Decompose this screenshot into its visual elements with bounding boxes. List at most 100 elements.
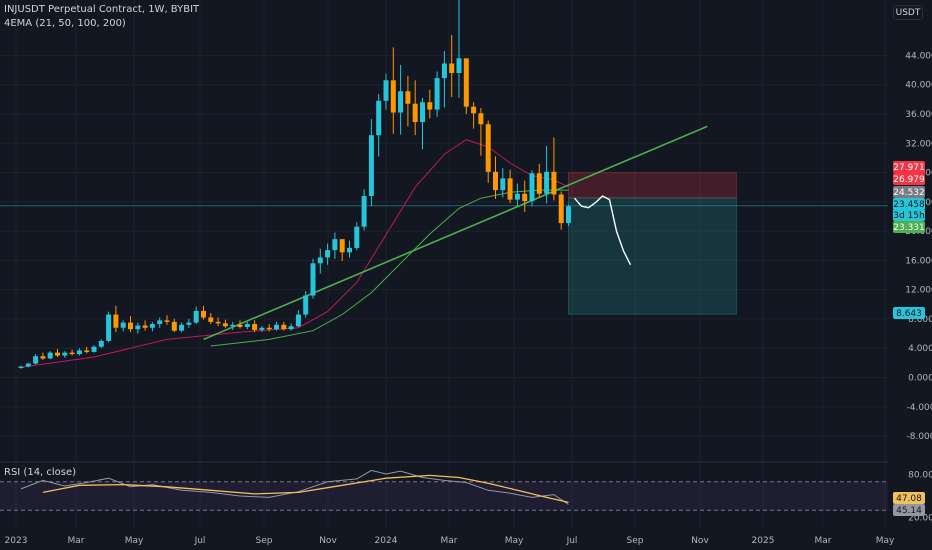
price-tick-label: 36.000 (905, 110, 932, 120)
price-tick-label: 0.000 (908, 374, 932, 384)
candle (551, 137, 557, 201)
price-tick-label: 32.000 (905, 139, 932, 149)
candle-body (33, 356, 39, 364)
grid (0, 0, 888, 528)
candle (142, 320, 148, 331)
candle (478, 108, 484, 156)
candle (471, 102, 477, 129)
candle-body (98, 340, 104, 347)
rsi-tick-label: 20.00 (908, 513, 932, 523)
price-tick-label: -8.000 (906, 432, 932, 442)
candle (420, 97, 425, 150)
projection-path[interactable] (573, 195, 632, 266)
candle (500, 168, 506, 198)
short-position-tool[interactable] (0, 172, 888, 315)
candle-body (317, 257, 323, 264)
candle (244, 321, 250, 330)
candle-body (536, 173, 542, 194)
candle-body (25, 363, 31, 367)
stop-loss-zone (568, 172, 737, 199)
price-badge: 27.971 (893, 161, 925, 173)
candle-body (157, 320, 163, 325)
rsi-tick-label: 80.00 (908, 471, 932, 481)
candle (332, 232, 338, 259)
candle (76, 348, 82, 356)
currency-button[interactable]: USDT (893, 5, 923, 20)
price-tick-label: 44.000 (905, 51, 932, 61)
time-axis[interactable]: 2023 Mar May Jul Sep Nov 2024 Mar May Jul Sep Nov 20… (5, 536, 895, 546)
candle-body (376, 100, 382, 136)
rsi-badge-text: 45.14 (896, 506, 922, 516)
candle-body (149, 324, 155, 328)
candle-body (390, 80, 396, 113)
candle (427, 89, 433, 119)
candle (310, 258, 316, 299)
candle (529, 170, 535, 207)
candle-body (230, 324, 236, 327)
candle-body (405, 91, 411, 104)
candle (493, 156, 498, 199)
rsi-badge-bg (893, 504, 925, 516)
time-tick-label: Nov (319, 536, 337, 546)
price-badge: 23.331 (893, 221, 925, 233)
candle (33, 354, 39, 365)
candle (120, 320, 126, 332)
candle (412, 80, 418, 136)
rsi-band (0, 481, 888, 511)
candle-body (368, 135, 374, 196)
price-badge-text: 27.971 (893, 163, 925, 173)
candle (303, 291, 309, 318)
price-badge-bg (893, 198, 925, 210)
candle-body (566, 206, 571, 224)
candle (449, 34, 455, 98)
trendline-segment (203, 125, 708, 341)
candle-body (361, 195, 367, 227)
time-tick-label: Mar (68, 536, 85, 546)
candle (84, 346, 90, 354)
price-badge-bg (893, 186, 925, 198)
candle-body (128, 322, 133, 330)
candle (347, 240, 352, 258)
time-tick-label: 2024 (375, 536, 398, 546)
trendline[interactable] (203, 125, 708, 341)
candle (62, 351, 68, 358)
candle (281, 321, 287, 331)
candle-body (383, 80, 389, 101)
candle-body (193, 310, 199, 323)
candle (288, 323, 294, 331)
candle (361, 189, 367, 231)
candle-body (420, 102, 425, 123)
candle (485, 120, 491, 183)
candle (208, 313, 214, 325)
candle-body (558, 194, 564, 224)
rsi-value-badge: 45.14 (893, 504, 925, 516)
candle (230, 321, 236, 330)
rsi-badge-bg (893, 492, 925, 504)
price-tick-label: 12.000 (905, 286, 932, 296)
candle (507, 169, 513, 204)
candle-body (252, 324, 258, 330)
candle-body (244, 324, 250, 327)
candle (536, 163, 542, 198)
candle-body (529, 173, 535, 202)
candle-body (325, 250, 331, 258)
candle-body (339, 239, 345, 253)
time-tick-label: Sep (256, 536, 273, 546)
time-tick-label: 2023 (5, 536, 28, 546)
price-tick-label: 16.000 (905, 256, 932, 266)
candle (106, 311, 112, 343)
projection-line (573, 195, 632, 266)
candle (252, 320, 258, 333)
candle-body (106, 314, 112, 341)
candle (434, 71, 440, 117)
price-badge-bg (893, 209, 925, 221)
price-axis[interactable]: 44.00040.00036.00032.00028.00024.00020.0… (905, 51, 932, 442)
price-badge: 3d 15h (893, 209, 925, 221)
candle (47, 351, 53, 360)
candle-body (179, 324, 185, 331)
candle (368, 119, 374, 207)
candle (339, 239, 345, 262)
price-badge-text: 24.532 (893, 188, 925, 198)
